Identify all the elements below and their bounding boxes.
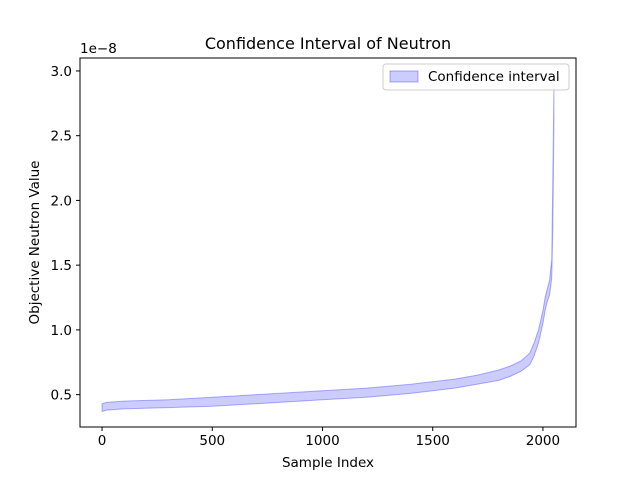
confidence-band-0 xyxy=(101,83,555,413)
y-tick-label: 2.0 xyxy=(51,193,72,209)
x-tick-label: 0 xyxy=(98,433,107,449)
plot-frame xyxy=(79,57,577,428)
y-axis: 0.5 1.0 1.5 2.0 2.5 3.0 xyxy=(51,64,80,404)
y-tick-label: 1.5 xyxy=(51,258,72,274)
y-axis-label: Objective Neutron Value xyxy=(27,161,43,325)
y-tick-label: 2.5 xyxy=(51,129,72,145)
y-offset-label: 1e−8 xyxy=(80,41,117,57)
x-tick-label: 1000 xyxy=(305,433,339,449)
x-tick-label: 2000 xyxy=(526,433,560,449)
legend-box xyxy=(382,63,570,91)
y-tick-label: 0.5 xyxy=(51,388,72,404)
x-axis-label: Sample Index xyxy=(282,455,374,471)
y-tick-label: 1.0 xyxy=(51,323,72,339)
legend-swatch xyxy=(389,70,419,83)
x-axis: 0 500 1000 1500 2000 xyxy=(98,427,560,449)
plot-area xyxy=(101,83,555,413)
y-tick-label: 3.0 xyxy=(51,64,72,80)
legend-label: Confidence interval xyxy=(428,69,560,85)
legend: Confidence interval xyxy=(382,63,570,91)
chart-title: Confidence Interval of Neutron xyxy=(205,34,451,53)
x-tick-label: 1500 xyxy=(416,433,450,449)
x-tick-label: 500 xyxy=(199,433,225,449)
